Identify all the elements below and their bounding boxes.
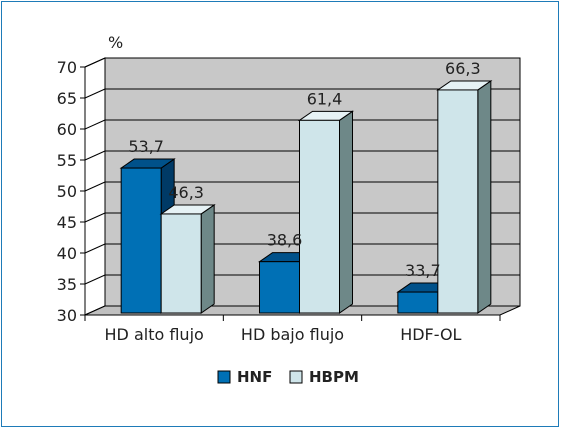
y-tick-label: 40 [57,244,77,263]
y-tick-label: 50 [57,182,77,201]
side-wall-line [84,119,106,130]
x-tick-label: HD alto flujo [105,325,204,344]
x-tick-label: HD bajo flujo [241,325,344,344]
y-axis: 30 35 40 45 50 55 60 65 70 [57,58,86,325]
bar-hbpm-1 [297,110,355,314]
y-tick-label: 45 [57,213,77,232]
bar-side-face [200,203,215,314]
legend-swatch-hbpm [289,370,303,384]
legend-swatch-hnf [217,370,231,384]
side-wall-line [84,274,106,285]
y-tick-label: 65 [57,89,77,108]
legend-label-hnf: HNF [237,368,272,386]
data-label: 61,4 [307,89,343,108]
data-label: 66,3 [445,59,481,78]
y-tick-label: 30 [57,306,77,325]
x-axis: HD alto flujo HD bajo flujo HDF-OL [84,314,501,344]
bar-hbpm-2 [436,79,493,314]
y-tick-label: 35 [57,275,77,294]
bar-hbpm-0 [159,203,216,314]
data-label: 46,3 [168,183,204,202]
side-wall-line [84,181,106,192]
bar-front-face [160,213,202,314]
bar-front-face [397,291,439,314]
legend-label-hbpm: HBPM [309,368,359,386]
data-label: 33,7 [405,261,441,280]
bars [119,79,493,314]
y-tick-label: 70 [57,58,77,77]
data-labels: 53,7 46,3 38,6 61,4 33,7 66,3 [128,59,480,280]
legend: HNF HBPM [217,368,359,386]
bar-front-face [120,167,162,314]
bar-front-face [437,89,479,314]
bar-side-face [339,110,353,314]
data-label: 38,6 [267,231,303,250]
data-label: 53,7 [128,137,164,156]
bar-front-face [259,261,300,314]
x-tick-label: HDF-OL [400,325,461,344]
bar-front-face [299,119,340,314]
side-wall-line [84,150,106,161]
y-tick-label: 60 [57,120,77,139]
bar-side-face [477,79,492,314]
side-wall-line [84,88,106,99]
y-tick-label: 55 [57,151,77,170]
side-wall-line [84,212,106,223]
side-wall-line [84,243,106,254]
y-axis-label: % [108,33,123,52]
